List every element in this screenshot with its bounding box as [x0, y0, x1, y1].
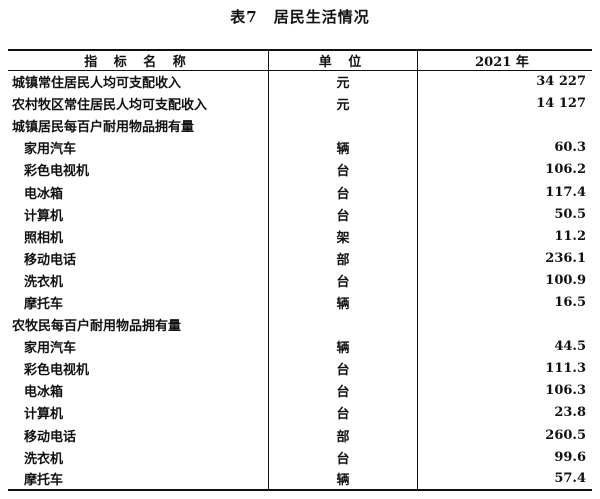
table-row: 电冰箱台 106.3: [8, 379, 592, 402]
table-row: 电冰箱台 117.4: [8, 180, 592, 204]
row-value: [418, 115, 593, 137]
table-row: 城镇常住居民人均可支配收入元 34 227: [8, 70, 592, 93]
row-value: 14 127: [536, 96, 586, 112]
row-value: 11.2: [554, 228, 586, 244]
row-unit: 辆: [268, 291, 418, 314]
row-unit: 台: [268, 269, 418, 292]
row-unit: 台: [268, 379, 418, 402]
row-name: 照相机: [8, 225, 269, 248]
row-value: 117.4: [545, 184, 586, 200]
row-name: 计算机: [8, 401, 269, 424]
row-value: 23.8: [554, 405, 586, 421]
row-name: 家用汽车: [8, 335, 269, 358]
table-row: 计算机台 23.8: [8, 401, 592, 424]
row-unit: 台: [268, 446, 418, 469]
table-row: 家用汽车辆 44.5: [8, 335, 592, 358]
row-name: 彩色电视机: [8, 357, 269, 380]
row-unit: 辆: [268, 335, 418, 358]
row-unit: 台: [268, 203, 418, 226]
row-value: 60.3: [554, 140, 586, 156]
row-name: 家用汽车: [8, 136, 269, 159]
table-row: 城镇居民每百户耐用物品拥有量: [8, 114, 593, 137]
row-name: 摩托车: [8, 291, 269, 314]
row-value: 44.5: [554, 339, 586, 355]
row-name: 电冰箱: [8, 379, 269, 402]
row-unit: 部: [268, 247, 418, 270]
table-row: 彩色电视机台 106.2: [8, 158, 592, 181]
row-unit: 辆: [268, 468, 418, 491]
row-name: 农村牧区常住居民人均可支配收入: [8, 92, 269, 115]
table-title: 表7 居民生活情况: [230, 8, 370, 26]
row-unit: 台: [268, 158, 418, 181]
row-unit: [268, 114, 418, 137]
row-name: 计算机: [8, 203, 269, 226]
row-name: 摩托车: [8, 468, 269, 491]
row-value: 99.6: [554, 449, 586, 465]
row-name: 彩色电视机: [8, 158, 269, 181]
table-row: 洗衣机台 99.6: [8, 446, 592, 469]
row-name: 洗衣机: [8, 269, 269, 292]
header-indicator: 指 标 名 称: [8, 50, 269, 71]
row-value: 260.5: [545, 427, 586, 443]
row-value: [418, 314, 593, 336]
row-name: 城镇居民每百户耐用物品拥有量: [8, 114, 269, 137]
row-value: 236.1: [545, 250, 586, 266]
table-row: 摩托车辆 16.5: [8, 291, 592, 314]
row-value: 16.5: [554, 294, 586, 310]
table-header-row: 指 标 名 称 单 位 2021 年: [8, 50, 592, 71]
table-row: 计算机台 50.5: [8, 203, 592, 226]
header-year: 2021 年: [475, 55, 529, 70]
row-unit: 部: [268, 424, 418, 447]
row-name: 移动电话: [8, 424, 269, 447]
row-value: 34 227: [536, 74, 586, 90]
row-unit: 台: [268, 401, 418, 424]
row-unit: 元: [268, 92, 418, 115]
row-unit: 元: [268, 70, 418, 93]
table-row: 家用汽车辆 60.3: [8, 136, 592, 159]
row-value: 100.9: [545, 272, 586, 288]
row-unit: 台: [268, 180, 418, 204]
living-conditions-table: 指 标 名 称 单 位 2021 年 城镇常住居民人均可支配收入元 34 227 农…: [8, 49, 592, 491]
header-unit: 单 位: [268, 50, 418, 71]
table-row: 移动电话部 236.1: [8, 247, 592, 270]
row-name: 移动电话: [8, 247, 269, 270]
row-name: 农牧民每百户耐用物品拥有量: [8, 313, 269, 336]
row-value: 50.5: [554, 206, 586, 222]
row-unit: 台: [268, 357, 418, 380]
table-row: 农村牧区常住居民人均可支配收入元 14 127: [8, 92, 592, 115]
table-row: 移动电话部 260.5: [8, 424, 592, 447]
table-row: 彩色电视机台 111.3: [8, 357, 592, 380]
row-name: 洗衣机: [8, 446, 269, 469]
row-value: 111.3: [545, 361, 586, 377]
table-row: 洗衣机台 100.9: [8, 269, 592, 292]
table-row: 摩托车辆 57.4: [8, 468, 592, 491]
row-unit: [268, 313, 418, 336]
table-row: 农牧民每百户耐用物品拥有量: [8, 313, 593, 336]
row-unit: 架: [268, 225, 418, 248]
row-value: 57.4: [554, 471, 586, 487]
row-value: 106.2: [545, 162, 586, 178]
row-unit: 辆: [268, 136, 418, 159]
row-value: 106.3: [545, 383, 586, 399]
table-row: 照相机架 11.2: [8, 225, 592, 248]
row-name: 城镇常住居民人均可支配收入: [8, 70, 269, 93]
row-name: 电冰箱: [8, 180, 269, 204]
